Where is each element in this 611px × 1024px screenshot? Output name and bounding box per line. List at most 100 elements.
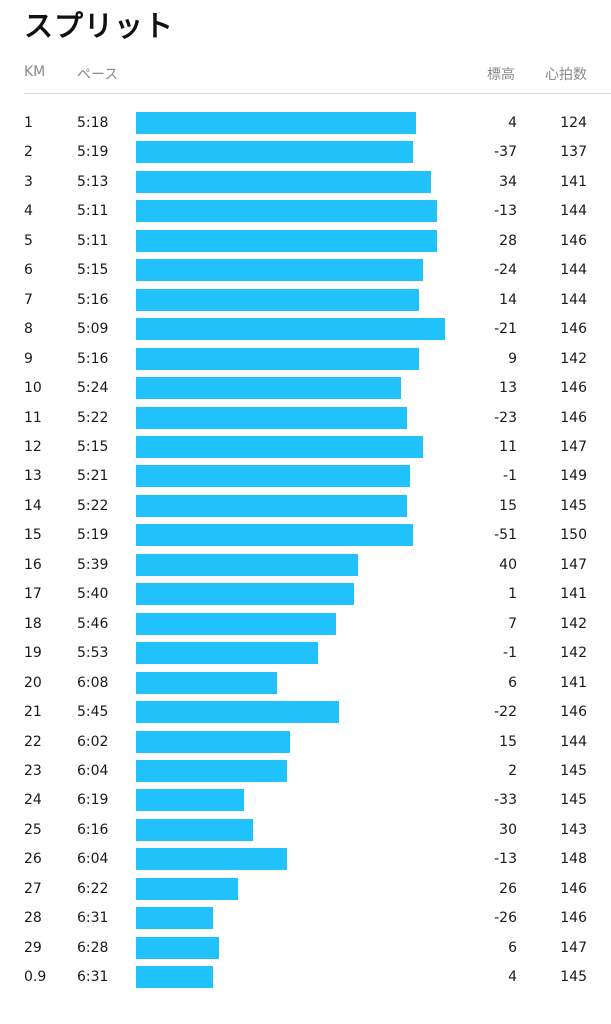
split-km: 20	[24, 674, 42, 691]
split-heart-rate: 141	[560, 674, 587, 691]
split-km: 26	[24, 851, 42, 868]
split-elevation: 14	[499, 291, 517, 308]
split-row: 17 5:40 1 141	[0, 580, 611, 609]
split-row: 21 5:45 -22 146	[0, 698, 611, 727]
split-km: 13	[24, 468, 42, 485]
split-km: 2	[24, 144, 33, 161]
split-heart-rate: 145	[560, 792, 587, 809]
split-row: 7 5:16 14 144	[0, 286, 611, 315]
split-row: 23 6:04 2 145	[0, 757, 611, 786]
split-pace: 5:46	[77, 615, 109, 632]
split-km: 28	[24, 910, 42, 927]
split-elevation: 6	[508, 939, 517, 956]
split-km: 8	[24, 321, 33, 338]
pace-bar	[136, 112, 416, 134]
pace-bar	[136, 966, 213, 989]
split-elevation: 40	[499, 556, 517, 573]
split-km: 3	[24, 173, 33, 190]
split-elevation: -24	[494, 262, 517, 279]
pace-bar	[136, 759, 287, 782]
split-elevation: 6	[508, 674, 517, 691]
pace-bar	[136, 818, 253, 841]
split-heart-rate: 146	[560, 321, 587, 338]
split-heart-rate: 146	[560, 880, 587, 897]
split-heart-rate: 146	[560, 232, 587, 249]
split-pace: 6:22	[77, 880, 109, 897]
split-row: 25 6:16 30 143	[0, 816, 611, 845]
split-row: 0.9 6:31 4 145	[0, 963, 611, 992]
split-elevation: 30	[499, 821, 517, 838]
split-elevation: -51	[494, 527, 517, 544]
split-pace: 5:40	[77, 586, 109, 603]
pace-bar	[136, 141, 413, 164]
column-header-pace: ペース	[77, 67, 119, 83]
split-km: 6	[24, 262, 33, 279]
pace-bar	[136, 170, 431, 193]
pace-bar	[136, 318, 445, 341]
split-heart-rate: 143	[560, 821, 587, 838]
split-row: 10 5:24 13 146	[0, 374, 611, 403]
split-pace: 5:16	[77, 291, 109, 308]
split-row: 14 5:22 15 145	[0, 492, 611, 521]
split-elevation: 11	[499, 438, 517, 455]
split-elevation: -37	[494, 144, 517, 161]
split-row: 6 5:15 -24 144	[0, 256, 611, 285]
pace-bar	[136, 701, 339, 724]
pace-bar	[136, 347, 419, 370]
split-km: 24	[24, 792, 42, 809]
pace-bar	[136, 583, 354, 606]
split-pace: 5:22	[77, 409, 109, 426]
split-heart-rate: 146	[560, 380, 587, 397]
column-header-heart-rate: 心拍数	[545, 67, 587, 83]
split-pace: 5:24	[77, 380, 109, 397]
split-heart-rate: 150	[560, 527, 587, 544]
pace-bar	[136, 936, 219, 959]
pace-bar	[136, 435, 423, 458]
split-heart-rate: 146	[560, 704, 587, 721]
split-elevation: 4	[508, 969, 517, 986]
split-row: 5 5:11 28 146	[0, 227, 611, 256]
split-pace: 5:16	[77, 350, 109, 367]
split-pace: 5:53	[77, 645, 109, 662]
split-heart-rate: 144	[560, 203, 587, 220]
split-pace: 5:19	[77, 144, 109, 161]
pace-bar	[136, 229, 437, 252]
pace-bar	[136, 553, 358, 576]
split-km: 23	[24, 762, 42, 779]
pace-bar	[136, 848, 287, 871]
split-km: 11	[24, 409, 42, 426]
split-heart-rate: 145	[560, 762, 587, 779]
split-elevation: -26	[494, 910, 517, 927]
split-heart-rate: 144	[560, 262, 587, 279]
split-km: 19	[24, 645, 42, 662]
split-pace: 6:28	[77, 939, 109, 956]
split-elevation: -23	[494, 409, 517, 426]
split-pace: 5:11	[77, 203, 109, 220]
split-heart-rate: 147	[560, 438, 587, 455]
split-heart-rate: 148	[560, 851, 587, 868]
split-pace: 6:31	[77, 910, 109, 927]
pace-bar	[136, 671, 277, 694]
header-divider	[24, 93, 611, 94]
split-km: 4	[24, 203, 33, 220]
split-row: 20 6:08 6 141	[0, 669, 611, 698]
split-km: 15	[24, 527, 42, 544]
split-row: 22 6:02 15 144	[0, 728, 611, 757]
split-km: 16	[24, 556, 42, 573]
split-pace: 6:04	[77, 851, 109, 868]
split-km: 0.9	[24, 969, 47, 986]
column-header-elevation: 標高	[487, 67, 515, 83]
split-row: 4 5:11 -13 144	[0, 197, 611, 226]
split-elevation: 2	[508, 762, 517, 779]
split-km: 1	[24, 115, 33, 131]
split-km: 9	[24, 350, 33, 367]
pace-bar	[136, 730, 290, 753]
split-km: 25	[24, 821, 42, 838]
split-pace: 5:13	[77, 173, 109, 190]
split-row: 9 5:16 9 142	[0, 345, 611, 374]
split-row: 2 5:19 -37 137	[0, 138, 611, 167]
split-row: 15 5:19 -51 150	[0, 521, 611, 550]
split-row: 12 5:15 11 147	[0, 433, 611, 462]
split-elevation: -1	[503, 468, 517, 485]
pace-bar	[136, 907, 213, 930]
